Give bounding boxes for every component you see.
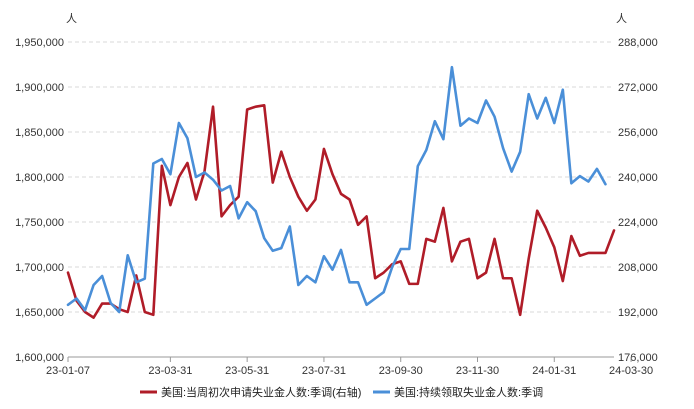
right-tick-label: 176,000 bbox=[618, 352, 658, 364]
left-axis: 1,600,000 1,650,000 1,700,000 1,750,000 1,80… bbox=[15, 37, 64, 364]
legend-item-initial-claims[interactable]: 美国:当周初次申请失业金人数:季调(右轴) bbox=[140, 385, 361, 399]
x-tick-label: 23-07-31 bbox=[302, 365, 346, 377]
x-tick-label: 23-03-31 bbox=[148, 365, 192, 377]
right-axis: 176,000 192,000 208,000 224,000 240,000 256,0… bbox=[618, 37, 658, 364]
left-tick-label: 1,650,000 bbox=[15, 307, 64, 319]
left-tick-label: 1,600,000 bbox=[15, 352, 64, 364]
left-tick-label: 1,800,000 bbox=[15, 172, 64, 184]
grid-lines bbox=[68, 41, 614, 313]
right-axis-unit: 人 bbox=[616, 12, 627, 25]
right-tick-label: 288,000 bbox=[618, 37, 658, 49]
right-tick-label: 240,000 bbox=[618, 172, 658, 184]
left-tick-label: 1,900,000 bbox=[15, 82, 64, 94]
x-tick-label: 23-01-07 bbox=[46, 365, 90, 377]
x-tick-label: 24-03-30 bbox=[609, 365, 653, 377]
x-tick-label: 24-01-31 bbox=[532, 365, 576, 377]
right-tick-label: 256,000 bbox=[618, 127, 658, 139]
right-tick-label: 272,000 bbox=[618, 82, 658, 94]
left-tick-label: 1,850,000 bbox=[15, 127, 64, 139]
legend-label-continuing-claims: 美国:持续领取失业金人数:季调 bbox=[394, 385, 543, 399]
right-tick-label: 224,000 bbox=[618, 217, 658, 229]
left-axis-unit: 人 bbox=[66, 12, 77, 25]
legend-label-initial-claims: 美国:当周初次申请失业金人数:季调(右轴) bbox=[161, 385, 361, 399]
x-tick-label: 23-09-30 bbox=[379, 365, 423, 377]
series-line-continuing-claims bbox=[66, 65, 607, 314]
right-tick-label: 208,000 bbox=[618, 262, 658, 274]
x-tick-label: 23-11-30 bbox=[456, 365, 499, 377]
x-axis: 23-01-07 23-03-31 23-05-31 23-07-31 23-09-30… bbox=[46, 356, 653, 377]
x-tick-label: 23-05-31 bbox=[225, 365, 269, 377]
right-tick-label: 192,000 bbox=[618, 307, 658, 319]
left-tick-label: 1,950,000 bbox=[15, 37, 64, 49]
left-tick-label: 1,750,000 bbox=[15, 217, 64, 229]
series-line-initial-claims bbox=[66, 103, 616, 319]
legend[interactable]: 美国:当周初次申请失业金人数:季调(右轴) 美国:持续领取失业金人数:季调 bbox=[140, 385, 543, 399]
legend-item-continuing-claims[interactable]: 美国:持续领取失业金人数:季调 bbox=[373, 385, 543, 399]
series-lines bbox=[66, 65, 616, 319]
left-tick-label: 1,700,000 bbox=[15, 262, 64, 274]
